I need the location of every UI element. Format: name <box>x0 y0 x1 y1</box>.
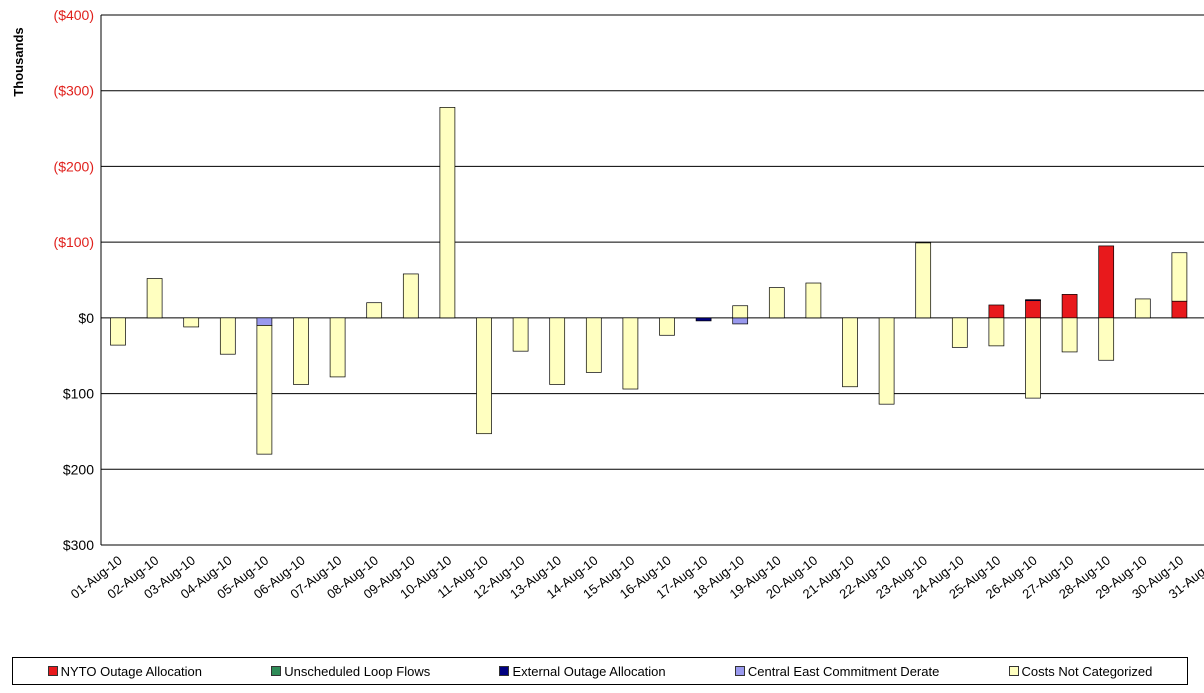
bar-segment <box>220 318 235 354</box>
legend-item-external-outage: External Outage Allocation <box>499 664 665 679</box>
bar-segment <box>769 288 784 318</box>
bar-segment <box>477 318 492 434</box>
bar-segment <box>1172 301 1187 318</box>
legend-swatch-not-categorized <box>1009 666 1019 676</box>
bar-segment <box>1062 294 1077 317</box>
y-tick-label: $100 <box>63 386 94 402</box>
bar-segment <box>403 274 418 318</box>
bar-segment <box>733 318 748 324</box>
bar-segment <box>111 318 126 345</box>
bar-segment <box>1172 253 1187 301</box>
bars <box>111 107 1204 454</box>
bar-segment <box>1135 299 1150 318</box>
bar-segment <box>843 318 858 387</box>
legend: NYTO Outage Allocation Unscheduled Loop … <box>12 657 1188 685</box>
bar-segment <box>367 303 382 318</box>
bar-segment <box>1026 300 1041 301</box>
legend-label: Central East Commitment Derate <box>748 664 939 679</box>
legend-item-loop-flows: Unscheduled Loop Flows <box>271 664 430 679</box>
legend-item-not-categorized: Costs Not Categorized <box>1009 664 1153 679</box>
bar-segment <box>1026 318 1041 398</box>
bar-segment <box>696 318 711 321</box>
legend-item-nyto: NYTO Outage Allocation <box>48 664 202 679</box>
legend-item-central-east: Central East Commitment Derate <box>735 664 939 679</box>
bar-segment <box>330 318 345 377</box>
bar-segment <box>257 325 272 454</box>
bar-segment <box>440 107 455 317</box>
legend-label: Costs Not Categorized <box>1022 664 1153 679</box>
legend-swatch-external-outage <box>499 666 509 676</box>
y-tick-label: $300 <box>63 537 94 553</box>
y-tick-label: $200 <box>63 461 94 477</box>
legend-label: External Outage Allocation <box>512 664 665 679</box>
bar-segment <box>1099 246 1114 318</box>
bar-segment <box>879 318 894 404</box>
y-tick-label: ($100) <box>54 234 94 250</box>
y-tick-label: $0 <box>78 310 94 326</box>
legend-swatch-loop-flows <box>271 666 281 676</box>
bar-segment <box>1062 318 1077 352</box>
bar-segment <box>257 318 272 326</box>
y-axis-title: Thousands <box>11 27 26 96</box>
bar-segment <box>660 318 675 335</box>
bar-segment <box>513 318 528 351</box>
bar-segment <box>989 318 1004 346</box>
bar-segment <box>623 318 638 389</box>
bar-segment <box>916 243 931 318</box>
bar-segment <box>806 283 821 318</box>
gridlines <box>101 15 1204 545</box>
bar-segment <box>586 318 601 373</box>
legend-label: NYTO Outage Allocation <box>61 664 202 679</box>
bar-segment <box>1099 318 1114 360</box>
bar-segment <box>550 318 565 385</box>
bar-segment <box>1026 300 1041 317</box>
bar-segment <box>184 318 199 327</box>
y-tick-label: ($400) <box>54 7 94 23</box>
bar-segment <box>147 278 162 317</box>
bar-segment <box>952 318 967 348</box>
bar-segment <box>294 318 309 385</box>
y-tick-label: ($200) <box>54 158 94 174</box>
bar-segment <box>733 306 748 318</box>
y-tick-label: ($300) <box>54 83 94 99</box>
legend-swatch-nyto <box>48 666 58 676</box>
legend-label: Unscheduled Loop Flows <box>284 664 430 679</box>
legend-swatch-central-east <box>735 666 745 676</box>
bar-segment <box>989 305 1004 318</box>
